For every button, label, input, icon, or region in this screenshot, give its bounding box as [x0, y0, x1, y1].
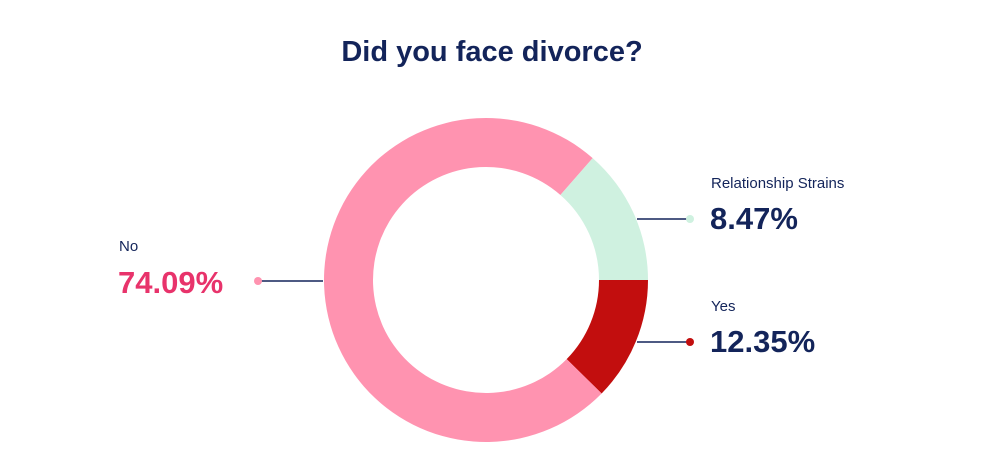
- leader-dot-relationship-strains: [686, 215, 694, 223]
- value-relationship-strains: 8.47%: [710, 201, 798, 236]
- slice-yes: [566, 280, 648, 394]
- slice-relationship-strains: [560, 158, 648, 280]
- value-yes: 12.35%: [710, 324, 816, 359]
- label-no: No: [119, 238, 139, 255]
- label-yes: Yes: [711, 298, 736, 315]
- chart-title: Did you face divorce?: [341, 36, 643, 68]
- leader-dot-yes: [686, 338, 694, 346]
- leader-dot-no: [254, 277, 262, 285]
- value-no: 74.09%: [118, 265, 224, 300]
- label-relationship-strains: Relationship Strains: [711, 175, 845, 192]
- slice-no: [323, 118, 602, 443]
